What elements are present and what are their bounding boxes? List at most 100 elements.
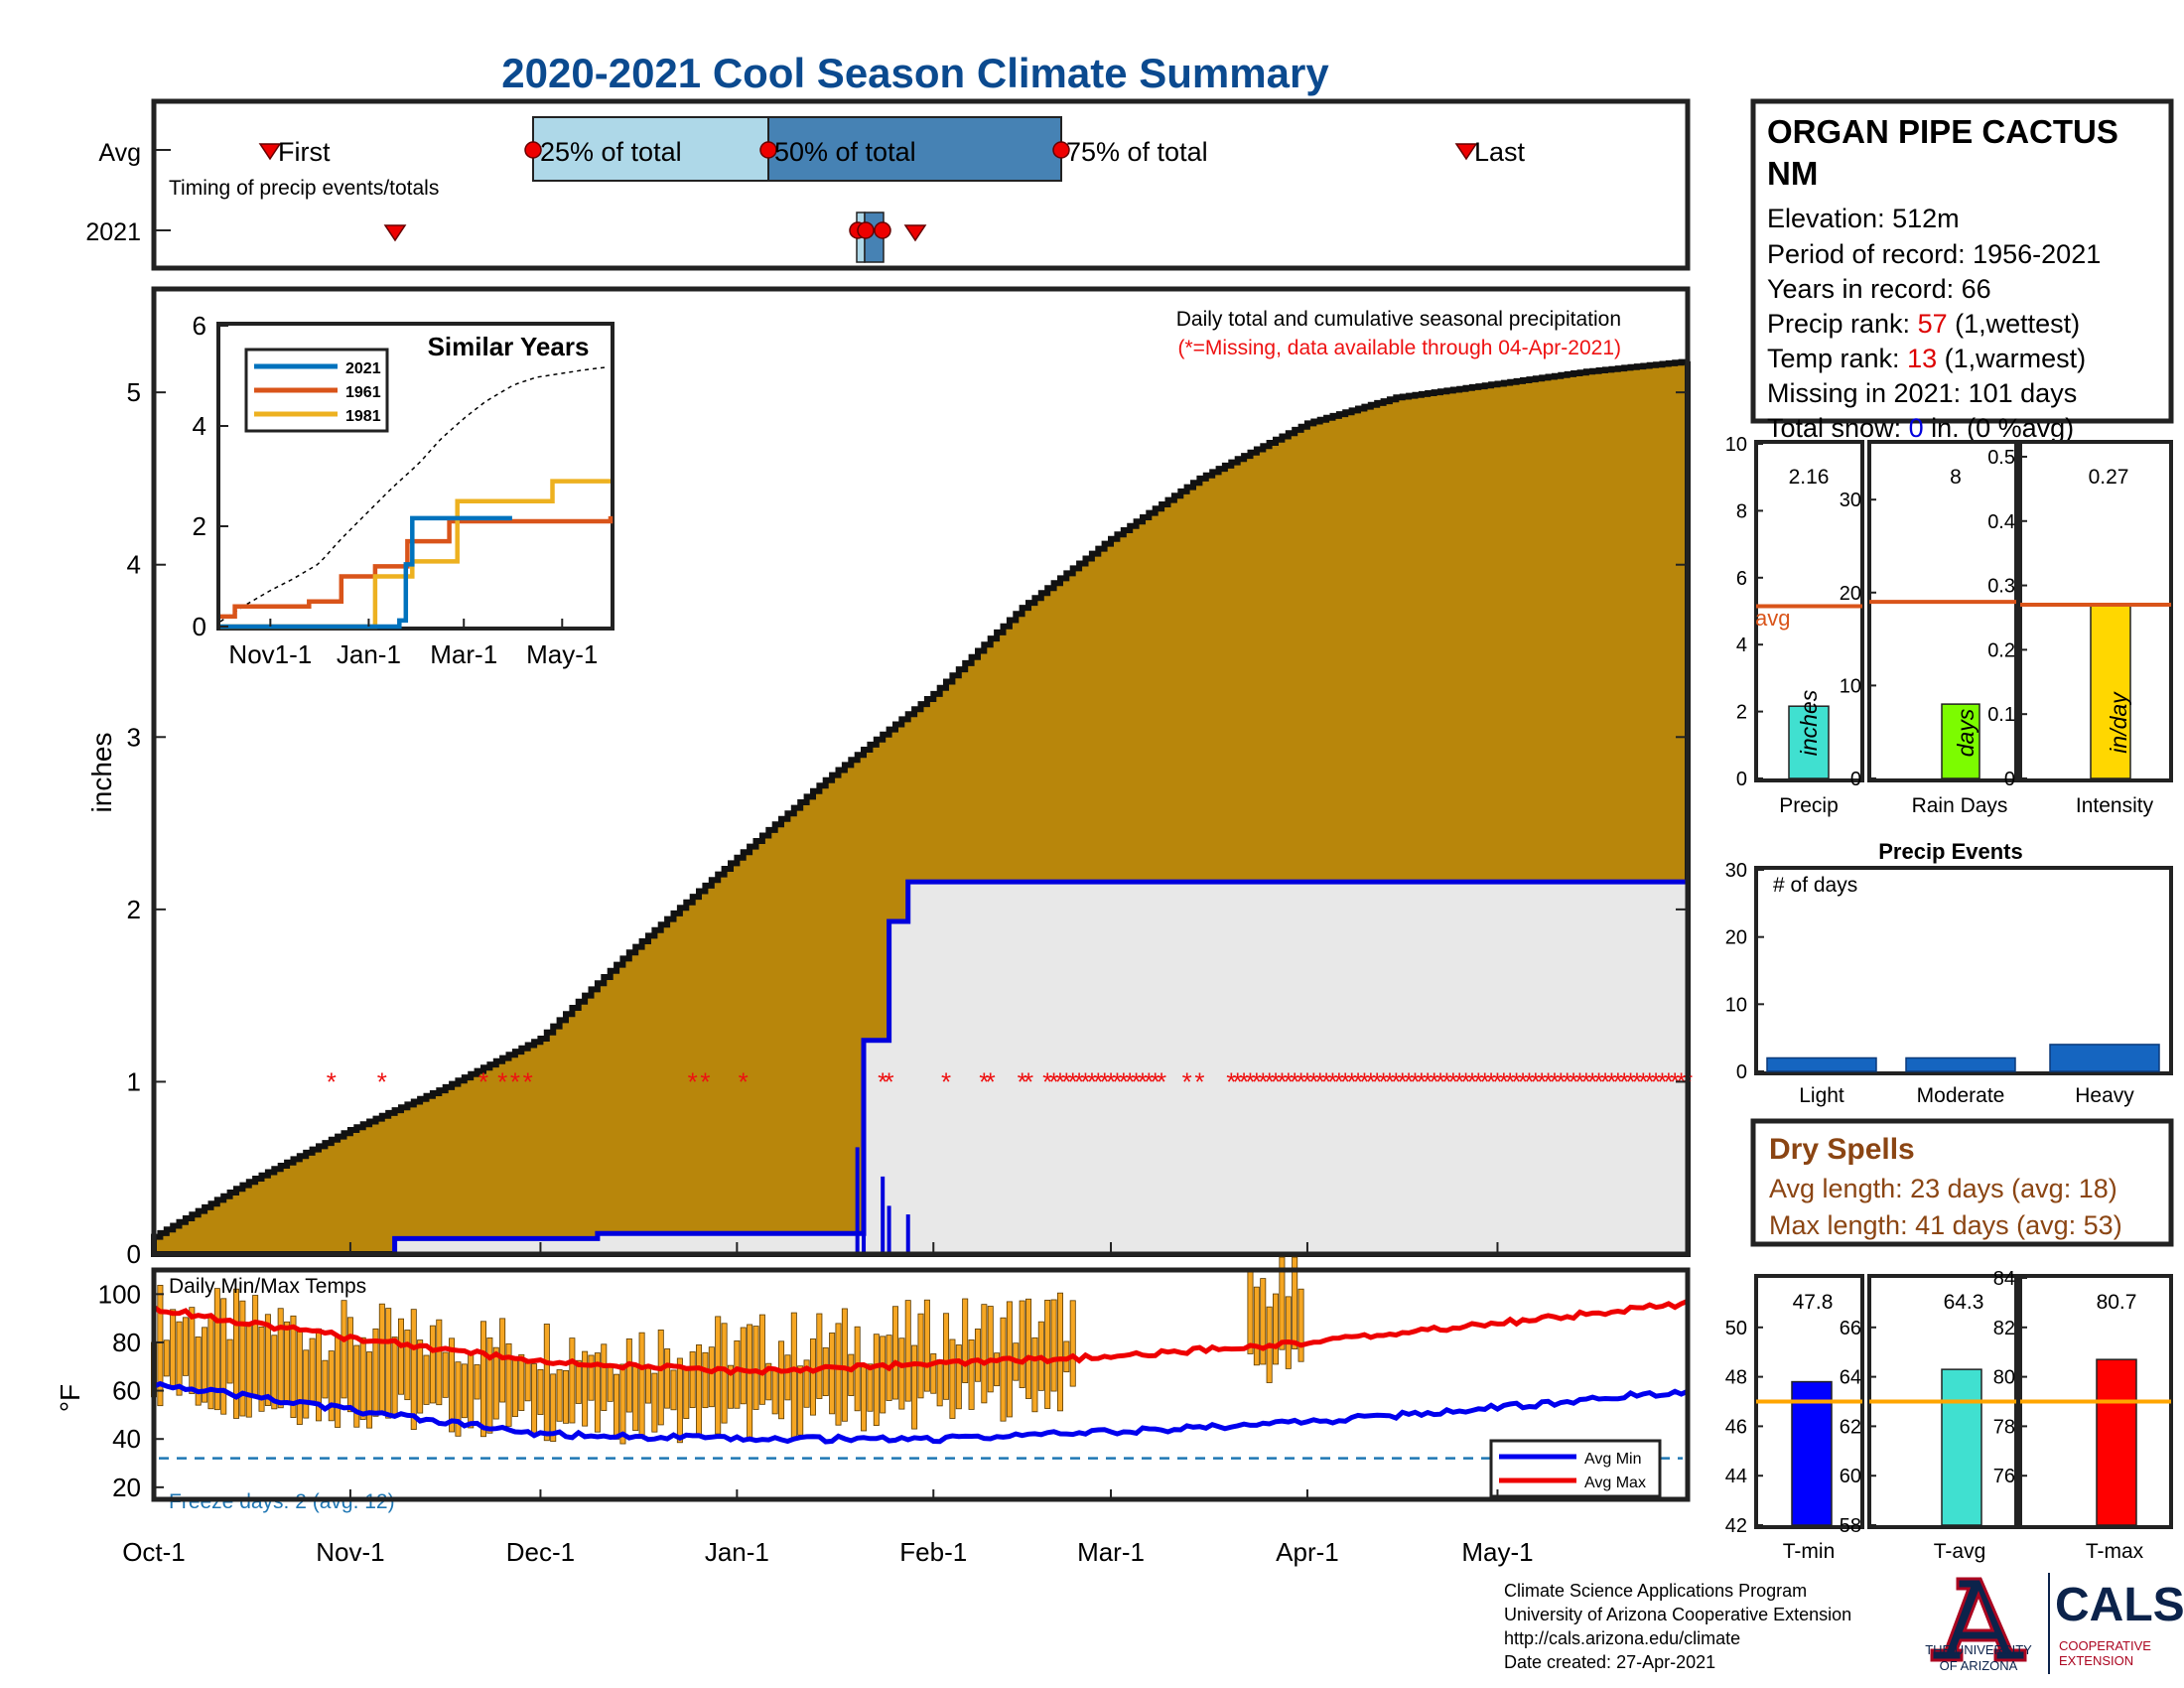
footer-line2: University of Arizona Cooperative Extens… xyxy=(1504,1605,1851,1624)
stat-ytick-label: 0.3 xyxy=(1987,576,2015,598)
daily-temp-range-bar xyxy=(391,1336,398,1416)
daily-temp-range-bar xyxy=(556,1369,563,1422)
missing-data-marker: * xyxy=(986,1066,996,1096)
missing-data-marker: * xyxy=(1327,1066,1337,1096)
missing-data-marker: * xyxy=(1315,1066,1325,1096)
missing-data-marker: * xyxy=(1132,1066,1142,1096)
missing-data-marker: * xyxy=(1233,1066,1243,1096)
temps-label: Daily Min/Max Temps xyxy=(169,1275,366,1298)
daily-temp-range-bar xyxy=(423,1354,430,1405)
missing-data-marker: * xyxy=(1417,1066,1427,1096)
missing-data-marker: * xyxy=(1492,1066,1502,1096)
daily-temp-range-bar xyxy=(809,1338,816,1416)
q75-marker-dot xyxy=(1052,141,1070,159)
stat-ytick-label: 30 xyxy=(1840,490,1861,511)
intensity-stat-panel: 0.27 in/day 0 0.1 0.2 0.3 0.4 0.5 Intensity xyxy=(1987,440,2173,817)
daily-temp-range-bar xyxy=(708,1346,715,1408)
daily-temp-range-bar xyxy=(625,1337,632,1413)
event-bar-moderate xyxy=(1905,1056,2016,1072)
xtick-label: Feb-1 xyxy=(899,1537,967,1567)
missing-data-marker: * xyxy=(1061,1066,1071,1096)
legend-avg-min: Avg Min xyxy=(1584,1451,1642,1468)
missing-data-marker: * xyxy=(979,1066,989,1096)
stat-ytick-label: 64 xyxy=(1840,1367,1861,1389)
missing-data-marker: * xyxy=(1334,1066,1344,1096)
daily-temp-range-bar xyxy=(822,1346,829,1397)
stat-ytick-label: 0 xyxy=(1736,769,1747,790)
daily-temp-range-bar xyxy=(207,1314,214,1410)
missing-days: Missing in 2021: 101 days xyxy=(1767,378,2077,408)
missing-data-marker: * xyxy=(739,1066,749,1096)
inset-xtick-label: Jan-1 xyxy=(337,639,401,669)
event-bar-heavy xyxy=(2049,1044,2160,1072)
daily-temp-range-bar xyxy=(429,1325,436,1404)
daily-temp-range-bar xyxy=(397,1318,404,1395)
missing-data-marker: * xyxy=(1587,1066,1597,1096)
tmax-value: 80.7 xyxy=(2097,1291,2137,1314)
university-of-arizona-logo: THE UNIVERSITY OF ARIZONA CALS COOPERATI… xyxy=(1925,1573,2184,1674)
tmin-stat-panel: 47.8 42 44 46 48 50 T-min xyxy=(1725,1274,1864,1563)
tavg-label: T-avg xyxy=(1934,1540,1986,1563)
raindays-stat-panel: 8 days 0 10 20 30 Rain Days xyxy=(1840,440,2018,817)
daily-temp-range-bar xyxy=(835,1323,842,1426)
footer-line1: Climate Science Applications Program xyxy=(1504,1581,1807,1601)
inset-legend-1961: 1961 xyxy=(345,384,381,401)
missing-data-marker: * xyxy=(1308,1066,1318,1096)
daily-temp-range-bar xyxy=(461,1363,468,1419)
daily-temp-range-bar xyxy=(790,1312,797,1439)
daily-temp-range-bar xyxy=(848,1353,855,1396)
avg-min-line xyxy=(153,1380,1690,1445)
missing-data-marker: * xyxy=(1093,1066,1103,1096)
daily-temp-range-bar xyxy=(569,1337,576,1424)
row-label-avg: Avg xyxy=(98,139,141,167)
missing-data-marker: * xyxy=(1144,1066,1154,1096)
missing-data-marker: * xyxy=(1505,1066,1515,1096)
missing-data-marker: * xyxy=(1574,1066,1584,1096)
temp-ytick-label: 60 xyxy=(112,1376,141,1406)
daily-temp-range-bar xyxy=(511,1358,518,1418)
daily-temp-range-bar xyxy=(449,1337,456,1433)
daily-temp-range-bar xyxy=(702,1351,709,1409)
missing-data-marker: * xyxy=(1632,1066,1642,1096)
temp-ytick-label: 100 xyxy=(98,1279,141,1309)
daily-temp-range-bar xyxy=(239,1300,246,1417)
daily-temp-range-bar xyxy=(322,1359,329,1399)
daily-temp-range-bar xyxy=(277,1308,284,1409)
missing-data-marker: * xyxy=(700,1066,710,1096)
period-of-record: Period of record: 1956-2021 xyxy=(1767,239,2101,269)
missing-data-marker: * xyxy=(1448,1066,1458,1096)
daily-temp-range-bar xyxy=(296,1331,303,1425)
missing-data-marker: * xyxy=(1410,1066,1420,1096)
daily-temp-range-bar xyxy=(1273,1293,1280,1365)
missing-data-marker: * xyxy=(1460,1066,1470,1096)
missing-data-marker: * xyxy=(1398,1066,1408,1096)
q25-marker-dot xyxy=(524,141,542,159)
inset-legend-2021: 2021 xyxy=(345,360,381,377)
daily-temp-range-bar xyxy=(841,1308,848,1422)
daily-temp-range-bar xyxy=(442,1351,449,1398)
events-ytick-label: 0 xyxy=(1736,1061,1747,1083)
daily-temp-range-bar xyxy=(968,1338,975,1410)
daily-temp-range-bar xyxy=(601,1343,608,1411)
precip-avg-label: avg xyxy=(1755,606,1790,631)
missing-data-marker: * xyxy=(1119,1066,1129,1096)
temp-ytick-label: 20 xyxy=(112,1473,141,1502)
missing-data-marker: * xyxy=(1340,1066,1350,1096)
event-bar-light xyxy=(1766,1056,1877,1072)
intensity-bar xyxy=(2090,604,2131,779)
first-marker-label: First xyxy=(278,137,331,167)
missing-data-marker: * xyxy=(1138,1066,1148,1096)
daily-temp-range-bar xyxy=(328,1350,335,1422)
daily-temp-range-bar xyxy=(784,1354,791,1401)
stat-ytick-label: 2 xyxy=(1736,702,1747,724)
daily-temp-range-bar xyxy=(829,1333,836,1415)
events-ytick-label: 30 xyxy=(1725,860,1747,882)
stat-ytick-label: 66 xyxy=(1840,1318,1861,1339)
daily-temp-range-bar xyxy=(765,1362,772,1401)
daily-temp-range-bar xyxy=(170,1309,177,1389)
missing-data-marker: * xyxy=(1537,1066,1547,1096)
missing-data-marker: * xyxy=(1391,1066,1401,1096)
daily-temp-range-bar xyxy=(632,1365,639,1432)
daily-temp-range-bar xyxy=(1285,1296,1292,1369)
missing-data-marker: * xyxy=(1151,1066,1160,1096)
